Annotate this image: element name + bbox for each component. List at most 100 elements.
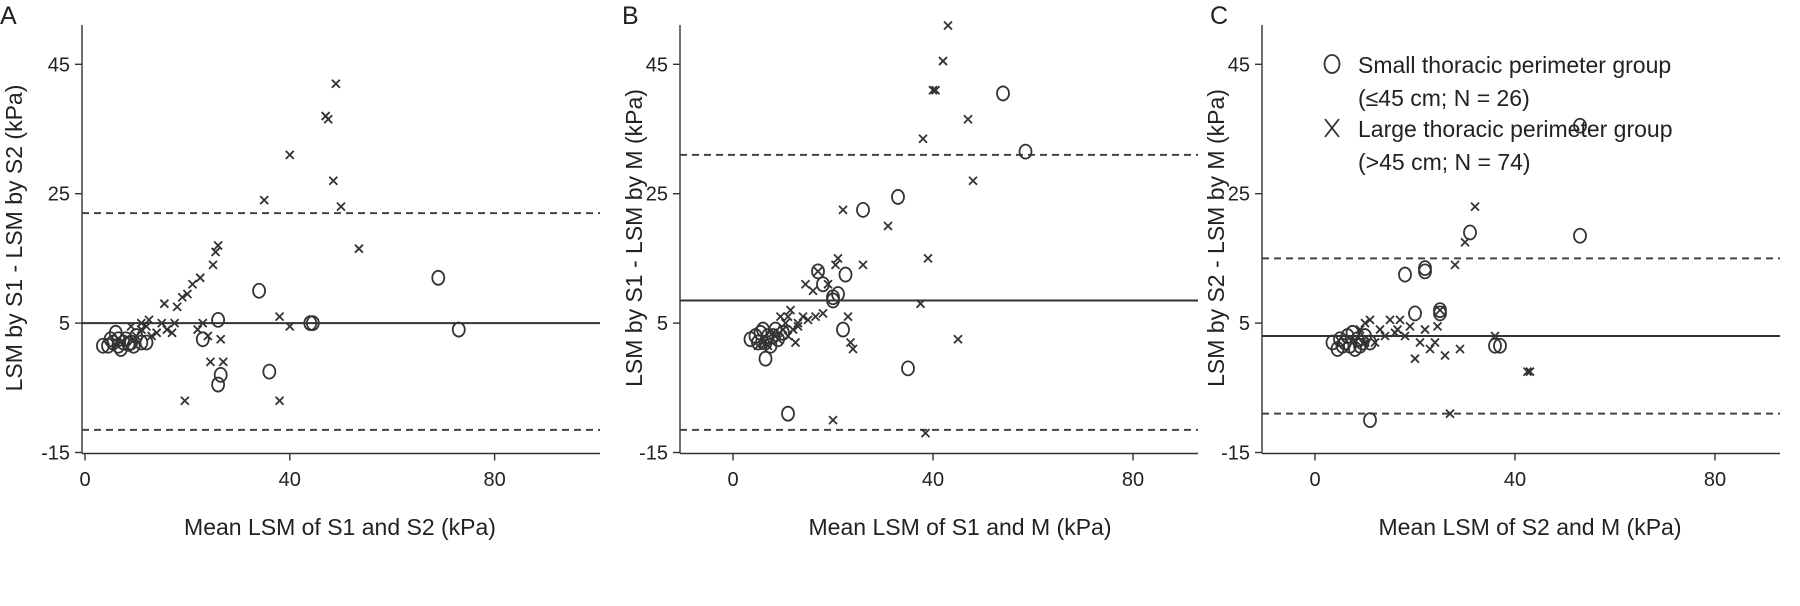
x-marker-stroke xyxy=(285,150,295,160)
x-marker-stroke xyxy=(830,260,841,270)
panel-b-large-group-point xyxy=(758,337,768,348)
x-marker-stroke xyxy=(187,279,198,289)
panel-b-small-group-point xyxy=(901,360,915,377)
panel-c-large-group-point xyxy=(1445,409,1455,419)
panel-b-large-group-point xyxy=(968,176,978,186)
panel-a-small-group-point xyxy=(211,376,226,393)
panel-a-large-group-point xyxy=(152,328,162,338)
x-marker-stroke xyxy=(162,324,172,335)
panel-a-large-group-point xyxy=(218,357,228,367)
x-marker-stroke xyxy=(1380,331,1390,341)
x-marker-stroke xyxy=(144,315,154,325)
panel-c-small-group-point xyxy=(1363,412,1377,429)
panel-a-large-group-point xyxy=(331,79,341,89)
panel-b-y-axis-title: LSM by S1 - LSM by M (kPa) xyxy=(621,89,647,387)
x-marker-stroke xyxy=(845,337,856,348)
x-marker-stroke xyxy=(930,85,941,95)
x-marker-stroke xyxy=(136,324,146,335)
panel-c-large-group-point xyxy=(1460,237,1470,247)
panel-a-large-group-point xyxy=(274,311,285,322)
x-marker-stroke xyxy=(1440,350,1450,361)
panel-b-large-group-point xyxy=(838,205,848,215)
x-marker-stroke xyxy=(763,341,773,351)
x-marker-stroke xyxy=(773,334,783,344)
x-marker-stroke xyxy=(131,331,141,341)
panel-c-small-group-point xyxy=(1573,227,1587,244)
x-marker-stroke xyxy=(213,240,223,251)
panel-b-large-group-point xyxy=(793,321,803,331)
x-marker-stroke xyxy=(328,176,338,186)
x-marker-stroke xyxy=(1445,409,1455,419)
panel-a-x-tick-label: 40 xyxy=(279,469,301,491)
panel-a-large-group-point xyxy=(182,289,193,299)
panel-a-small-group-point xyxy=(431,269,446,286)
panel-c-x-tick-label: 80 xyxy=(1704,469,1726,491)
x-marker-stroke xyxy=(274,311,285,322)
panel-c-large-group-point xyxy=(1405,321,1415,331)
panel-a-x-tick-label: 0 xyxy=(79,469,90,491)
panel-b-large-group-point xyxy=(810,311,821,322)
panel-a-small-group-point xyxy=(211,311,226,328)
x-marker-stroke xyxy=(883,221,893,231)
panel-b-small-group-point xyxy=(831,286,845,302)
panel-b-y-tick-label: 25 xyxy=(646,184,668,206)
panel-b-large-group-point xyxy=(953,334,963,344)
panel-b-large-group-point xyxy=(918,134,928,144)
x-marker-stroke xyxy=(788,324,798,335)
panel-b-large-group-point xyxy=(943,20,953,31)
x-marker-stroke xyxy=(1460,237,1470,247)
panel-c-y-tick-label: 25 xyxy=(1228,184,1250,206)
panel-c-large-group-point xyxy=(1440,350,1450,361)
panel-b-large-group-point xyxy=(793,318,803,328)
x-marker-stroke xyxy=(938,56,948,66)
x-marker-stroke xyxy=(828,415,838,425)
panel-c-large-group-point xyxy=(1365,315,1375,325)
panel-a-large-group-point xyxy=(213,240,223,251)
panel-c-large-group-point xyxy=(1360,318,1370,328)
panel-b-small-group-point xyxy=(856,201,870,218)
panel-c-large-group-point xyxy=(1430,337,1440,348)
panel-c-small-group-point xyxy=(1408,305,1422,322)
panel-a-x-tick-label: 80 xyxy=(483,469,505,491)
x-marker-stroke xyxy=(953,334,963,344)
x-marker-stroke xyxy=(1522,366,1533,377)
panel-b-large-group-point xyxy=(845,337,856,348)
x-marker-stroke xyxy=(783,311,793,322)
panel-a-x-axis-title: Mean LSM of S1 and S2 (kPa) xyxy=(184,514,496,540)
panel-b-large-group-point xyxy=(753,341,763,351)
panel-c-small-group-point xyxy=(1463,224,1477,241)
panel-a-large-group-point xyxy=(180,396,190,406)
panel-c-large-group-point xyxy=(1425,344,1435,354)
panel-b-large-group-point xyxy=(883,221,893,231)
panel-b-large-group-point xyxy=(848,344,858,354)
panel-b-y-tick-label: -15 xyxy=(639,443,668,465)
panel-c-large-group-point xyxy=(1370,337,1380,348)
panel-c-large-group-point xyxy=(1420,324,1430,335)
x-marker-stroke xyxy=(210,247,221,257)
panel-b-x-axis-title: Mean LSM of S1 and M (kPa) xyxy=(809,514,1112,540)
panel-b-large-group-point xyxy=(800,279,811,289)
panel-a-small-group-point xyxy=(195,331,210,348)
x-marker-stroke xyxy=(1455,344,1465,354)
panel-a-large-group-point xyxy=(203,331,213,341)
panel-c-large-group-point xyxy=(1392,324,1403,335)
panel-a: A -15 5 25 45 0 40 80 Mean LSM of S1 and S2 (kPa… xyxy=(0,2,600,540)
x-marker-stroke xyxy=(798,311,808,322)
x-marker-stroke xyxy=(808,286,818,296)
x-marker-stroke xyxy=(177,292,187,302)
panel-c-letter: C xyxy=(1210,2,1228,30)
x-marker-stroke xyxy=(182,289,193,299)
x-marker-stroke xyxy=(159,299,169,309)
panel-c-large-group-point xyxy=(1400,331,1410,341)
x-marker-stroke xyxy=(793,318,803,328)
x-marker-stroke xyxy=(1370,337,1380,348)
panel-a-large-group-point xyxy=(323,114,333,124)
panel-c-small-group-point xyxy=(1493,337,1507,354)
panel-c-small-group-point xyxy=(1573,117,1587,134)
x-marker-stroke xyxy=(790,337,801,348)
panel-b-large-group-point xyxy=(823,279,833,289)
panel-a-small-group-point xyxy=(262,363,277,380)
panel-b-large-group-point xyxy=(858,260,868,270)
panel-c-large-group-point xyxy=(1410,354,1420,364)
panel-b-large-group-point xyxy=(790,337,801,348)
